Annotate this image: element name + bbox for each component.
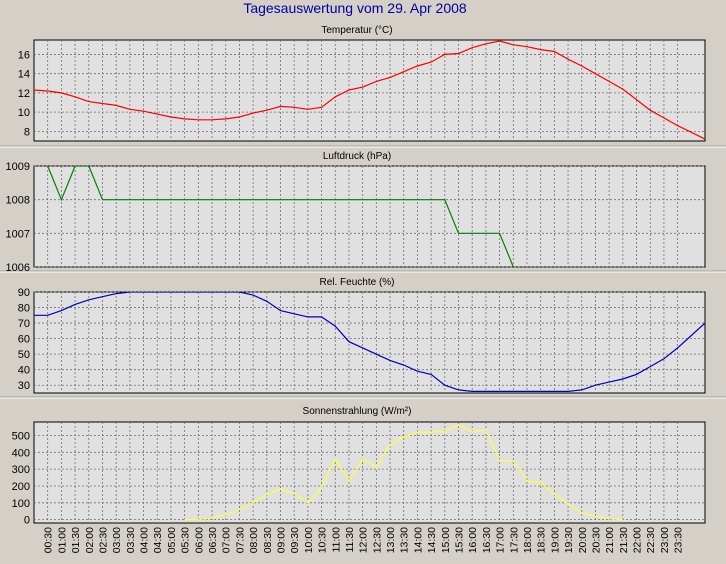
x-tick-label: 21:00 xyxy=(604,527,616,553)
x-tick-label: 01:00 xyxy=(56,527,68,553)
x-tick-label: 05:30 xyxy=(180,527,192,553)
y-tick-label: 50 xyxy=(18,349,30,361)
series-line xyxy=(47,166,514,267)
x-tick-label: 07:30 xyxy=(234,527,246,553)
x-tick-label: 06:00 xyxy=(193,527,205,553)
x-tick-label: 02:00 xyxy=(84,527,96,553)
x-tick-label: 18:30 xyxy=(536,527,548,553)
series-line xyxy=(34,292,705,392)
chart-title: Temperatur (°C) xyxy=(321,25,392,36)
x-tick-label: 13:00 xyxy=(385,527,397,553)
y-tick-label: 500 xyxy=(12,430,30,442)
chart-panel: 30 40 50 60 70 80 90 Rel. Feuchte (%) xyxy=(18,277,706,394)
x-tick-label: 21:30 xyxy=(618,527,630,553)
plot-area xyxy=(33,39,706,142)
y-tick-label: 14 xyxy=(18,69,30,81)
x-tick-label: 01:30 xyxy=(70,527,82,553)
y-tick-label: 30 xyxy=(18,380,30,392)
x-tick-label: 06:30 xyxy=(207,527,219,553)
y-tick-label: 8 xyxy=(24,126,30,138)
y-tick-label: 1007 xyxy=(6,228,30,240)
x-tick-label: 12:00 xyxy=(358,527,370,553)
y-tick-label: 90 xyxy=(18,287,30,299)
y-tick-label: 80 xyxy=(18,303,30,315)
x-tick-label: 02:30 xyxy=(97,527,109,553)
x-tick-label: 19:30 xyxy=(563,527,575,553)
x-tick-label: 13:30 xyxy=(399,527,411,553)
x-tick-label: 03:00 xyxy=(111,527,123,553)
y-tick-label: 300 xyxy=(12,464,30,476)
plot-area xyxy=(33,421,706,524)
x-tick-label: 22:00 xyxy=(632,527,644,553)
x-tick-label: 10:30 xyxy=(317,527,329,553)
x-tick-label: 08:00 xyxy=(248,527,260,553)
y-tick-label: 200 xyxy=(12,481,30,493)
x-tick-label: 11:00 xyxy=(330,527,342,553)
y-tick-label: 1008 xyxy=(6,195,30,207)
chart-title: Rel. Feuchte (%) xyxy=(319,277,394,288)
x-tick-label: 17:30 xyxy=(508,527,520,553)
x-tick-label: 17:00 xyxy=(495,527,507,553)
x-tick-label: 19:00 xyxy=(549,527,561,553)
series-line xyxy=(34,40,705,140)
y-tick-label: 100 xyxy=(12,498,30,510)
x-tick-label: 16:30 xyxy=(481,527,493,553)
y-tick-label: 10 xyxy=(18,107,30,119)
y-tick-label: 12 xyxy=(18,88,30,100)
x-tick-label: 23:30 xyxy=(673,527,685,553)
page-title: Tagesauswertung vom 29. Apr 2008 xyxy=(243,0,467,16)
x-tick-label: 03:30 xyxy=(125,527,137,553)
y-tick-label: 40 xyxy=(18,365,30,377)
plot-area xyxy=(33,165,706,268)
y-tick-label: 0 xyxy=(24,515,30,527)
y-tick-label: 16 xyxy=(18,49,30,61)
x-tick-label: 09:00 xyxy=(275,527,287,553)
y-tick-label: 1009 xyxy=(6,161,30,173)
x-tick-label: 20:00 xyxy=(577,527,589,553)
x-tick-label: 05:00 xyxy=(166,527,178,553)
x-tick-label: 20:30 xyxy=(590,527,602,553)
x-tick-label: 04:30 xyxy=(152,527,164,553)
x-tick-label: 18:00 xyxy=(522,527,534,553)
series-line xyxy=(184,424,623,521)
chart-panel: 1006 1007 1008 1009 Luftdruck (hPa) xyxy=(6,151,706,274)
chart-panel: 8 10 12 14 16 Temperatur (°C) xyxy=(18,25,706,142)
x-tick-label: 11:30 xyxy=(344,527,356,553)
y-tick-label: 70 xyxy=(18,318,30,330)
x-tick-label: 07:00 xyxy=(221,527,233,553)
x-tick-label: 12:30 xyxy=(371,527,383,553)
chart-panel: 0 100 200 300 400 500 Sonnenstrahlung (W/m²) xyxy=(12,406,706,527)
x-tick-label: 08:30 xyxy=(262,527,274,553)
x-tick-label: 15:30 xyxy=(454,527,466,553)
x-tick-label: 23:00 xyxy=(659,527,671,553)
x-tick-label: 14:00 xyxy=(412,527,424,553)
x-tick-label: 22:30 xyxy=(645,527,657,553)
x-tick-label: 16:00 xyxy=(467,527,479,553)
y-tick-label: 1006 xyxy=(6,262,30,274)
x-tick-label: 10:00 xyxy=(303,527,315,553)
x-tick-label: 04:00 xyxy=(139,527,151,553)
chart-title: Sonnenstrahlung (W/m²) xyxy=(303,406,412,417)
plot-area xyxy=(33,291,706,394)
x-tick-label: 09:30 xyxy=(289,527,301,553)
x-tick-label: 14:30 xyxy=(426,527,438,553)
x-tick-label: 15:00 xyxy=(440,527,452,553)
y-tick-label: 60 xyxy=(18,334,30,346)
chart-title: Luftdruck (hPa) xyxy=(323,151,391,162)
y-tick-label: 400 xyxy=(12,447,30,459)
x-tick-label: 00:30 xyxy=(43,527,55,553)
